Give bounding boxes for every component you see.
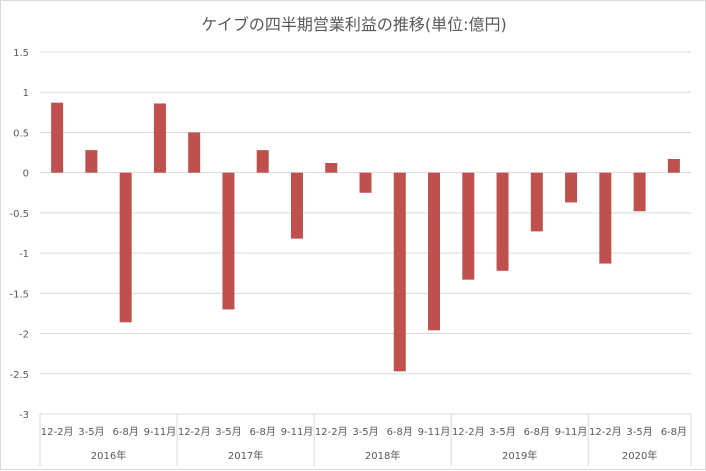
y-tick-label: -1.5 <box>9 289 29 300</box>
bar <box>188 132 201 173</box>
bar <box>667 158 680 173</box>
x-tick-label: 12-2月 <box>315 426 348 438</box>
y-tick-label: 1.5 <box>13 48 29 59</box>
bar <box>153 103 166 173</box>
x-tick-label: 6-8月 <box>524 426 550 438</box>
bar <box>599 172 612 264</box>
x-tick-label: 12-2月 <box>41 426 74 438</box>
bar <box>51 102 64 173</box>
bar <box>85 150 98 173</box>
bar <box>222 172 235 310</box>
bar <box>530 172 543 232</box>
y-tick-label: -3 <box>19 410 29 421</box>
y-tick-label: -2.5 <box>9 370 29 381</box>
x-tick-label: 9-11月 <box>144 426 177 438</box>
y-tick-label: -1 <box>19 249 29 260</box>
x-tick-label: 6-8月 <box>661 426 687 438</box>
x-tick-label: 3-5月 <box>489 426 515 438</box>
bar <box>256 150 269 173</box>
bar <box>496 172 509 271</box>
bar <box>290 172 303 239</box>
x-tick-label: 9-11月 <box>281 426 314 438</box>
x-tick-label: 9-11月 <box>418 426 451 438</box>
x-tick-label: 3-5月 <box>626 426 652 438</box>
y-tick-label: 0 <box>23 169 29 180</box>
bar <box>428 172 441 331</box>
x-tick-label: 6-8月 <box>250 426 276 438</box>
bar <box>393 172 406 372</box>
chart-title: ケイブの四半期営業利益の推移(単位:億円) <box>201 15 507 34</box>
y-tick-label: 1 <box>23 88 29 99</box>
x-group-label: 2019年 <box>502 449 537 462</box>
x-group-label: 2020年 <box>622 449 657 462</box>
y-tick-label: 0.5 <box>13 128 29 139</box>
x-tick-label: 3-5月 <box>78 426 104 438</box>
x-tick-label: 12-2月 <box>452 426 485 438</box>
x-tick-label: 6-8月 <box>112 426 138 438</box>
bar <box>325 163 338 173</box>
x-group-label: 2016年 <box>91 449 126 462</box>
y-tick-label: -0.5 <box>9 209 29 220</box>
x-tick-label: 12-2月 <box>178 426 211 438</box>
x-group-label: 2018年 <box>365 449 400 462</box>
x-group-label: 2017年 <box>228 449 263 462</box>
x-tick-label: 12-2月 <box>589 426 622 438</box>
bar <box>633 172 646 212</box>
bar <box>119 172 132 323</box>
bar <box>359 172 372 193</box>
x-tick-label: 3-5月 <box>215 426 241 438</box>
y-tick-label: -2 <box>19 330 29 341</box>
bar <box>565 172 578 203</box>
x-tick-label: 6-8月 <box>387 426 413 438</box>
x-tick-label: 3-5月 <box>352 426 378 438</box>
bar <box>462 172 475 280</box>
x-tick-label: 9-11月 <box>555 426 588 438</box>
